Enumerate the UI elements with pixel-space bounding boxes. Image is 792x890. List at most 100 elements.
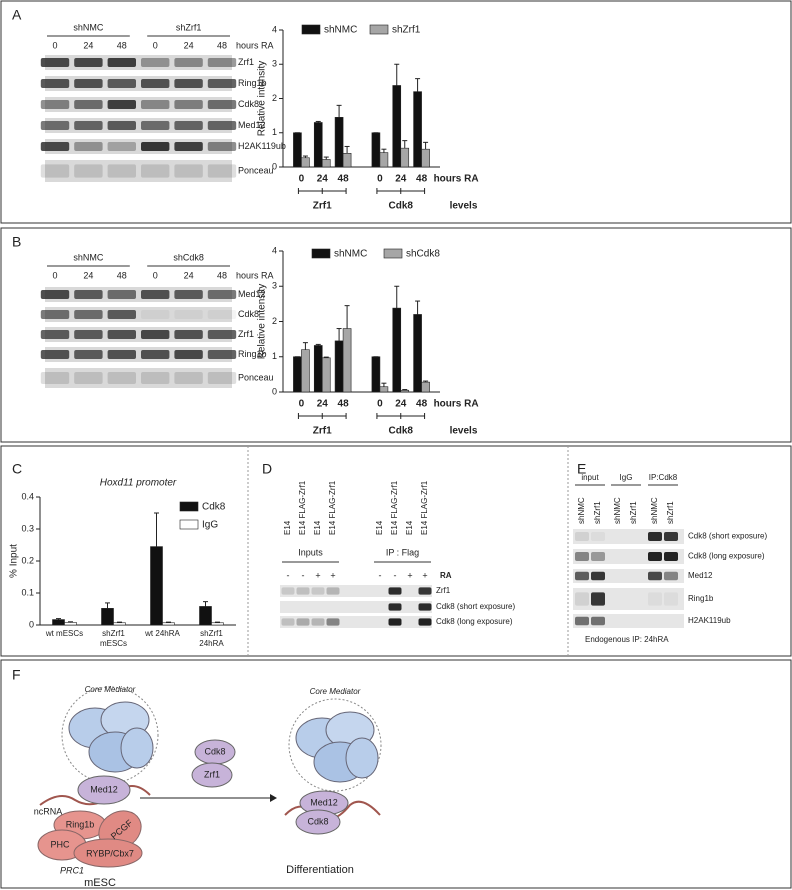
condition-label: shNMC (73, 252, 104, 262)
bar (162, 622, 175, 626)
blot-band (74, 58, 103, 67)
cdk8-shape (295, 809, 341, 835)
lane-axis-label: hours RA (236, 270, 274, 280)
lane-label: 0 (52, 270, 57, 280)
frame-a (0, 0, 792, 224)
y-tick-label: 0.1 (21, 587, 34, 597)
lane-label: 0 (153, 270, 158, 280)
blot-band (74, 100, 103, 109)
legend-label: shZrf1 (392, 25, 421, 36)
blot-band (575, 532, 589, 541)
mediator-subunit (120, 727, 154, 769)
lane-label: 24 (83, 40, 93, 50)
bar (371, 132, 381, 168)
blot-band (326, 618, 340, 626)
bar (321, 159, 331, 168)
lane-label: shNMC (577, 497, 586, 524)
panel-label: A (12, 7, 22, 23)
blot-band (388, 587, 402, 595)
x-tick-label: 48 (338, 174, 350, 185)
bar (113, 622, 126, 626)
blot-band (207, 372, 237, 384)
blot-band (207, 330, 237, 339)
group-label: Cdk8 (389, 201, 414, 212)
blot-band (107, 164, 136, 178)
lane-label: shZrf1 (629, 501, 638, 524)
row-label: Ponceau (238, 165, 274, 175)
bar (379, 386, 389, 393)
blot-band (40, 290, 70, 299)
row-label: Med12 (688, 571, 713, 580)
blot-band (207, 350, 237, 359)
caption: Endogenous IP: 24hRA (585, 635, 669, 644)
bar (371, 356, 381, 393)
blot-band (40, 164, 70, 178)
lane-label: E14 FLAG-Zrf1 (420, 480, 429, 535)
panel-label: D (262, 461, 272, 477)
blot-band (40, 330, 70, 339)
blot-strip (573, 614, 684, 628)
y-tick-label: 0 (29, 619, 34, 629)
row-label: Cdk8 (long exposure) (688, 552, 765, 561)
lane-label: 24 (184, 270, 194, 280)
blot-band (388, 603, 402, 611)
diagram-label: Core Mediator (310, 687, 361, 696)
treatment-label: + (315, 570, 320, 580)
blot-band (174, 310, 203, 319)
lane-label: 48 (117, 40, 127, 50)
bar (199, 606, 212, 626)
blot-band (418, 587, 432, 595)
blot-band (174, 79, 203, 88)
lane-label: 0 (153, 40, 158, 50)
blot-band (74, 142, 103, 151)
group-label: IP : Flag (386, 547, 419, 557)
y-axis-label: Relative intensity (257, 61, 268, 137)
blot-band (74, 372, 103, 384)
y-axis-label: % Input (9, 544, 20, 578)
blot-band (591, 532, 605, 541)
med12-shape (77, 775, 131, 805)
bar (342, 153, 352, 168)
bar (293, 356, 302, 393)
diagram-label: Med12 (90, 784, 118, 794)
blot-strip (45, 55, 232, 70)
legend-swatch (301, 24, 321, 35)
bar (421, 148, 430, 168)
blot-band (591, 616, 605, 626)
blot-strip (45, 368, 232, 388)
blot-band (141, 290, 170, 299)
blot-band (40, 142, 70, 151)
y-tick-label: 0.3 (21, 523, 34, 533)
blot-strip (45, 347, 232, 362)
diagram-label: RYBP/Cbx7 (86, 848, 134, 858)
diagram-label: Differentiation (286, 864, 354, 876)
blot-band (40, 310, 70, 319)
bar (52, 619, 65, 626)
lane-label: 48 (217, 40, 227, 50)
group-label: input (581, 473, 599, 482)
legend-label: shCdk8 (406, 249, 440, 260)
bar (293, 132, 302, 168)
blot-band (107, 330, 136, 339)
group-label: IgG (620, 473, 633, 482)
legend-label: Cdk8 (202, 502, 226, 513)
blot-strip (45, 139, 232, 154)
y-axis-label: Relative intensity (257, 284, 268, 360)
blot-band (326, 587, 340, 595)
row-label: Cdk8 (short exposure) (436, 602, 515, 611)
bar (321, 357, 331, 393)
blot-band (107, 310, 136, 319)
lane-label: 24 (83, 270, 93, 280)
lane-label: E14 (405, 520, 414, 535)
blot-band (40, 372, 70, 384)
treatment-name: RA (440, 571, 452, 580)
x-tick-label: 48 (416, 399, 428, 410)
diagram-label: Zrf1 (204, 769, 220, 779)
blot-band (174, 372, 203, 384)
x-tick-label: 24 (395, 399, 407, 410)
row-label: H2AK119ub (688, 616, 731, 625)
row-label: Med12 (238, 120, 266, 130)
bar (421, 381, 430, 393)
x-tick-label: 0 (377, 174, 383, 185)
